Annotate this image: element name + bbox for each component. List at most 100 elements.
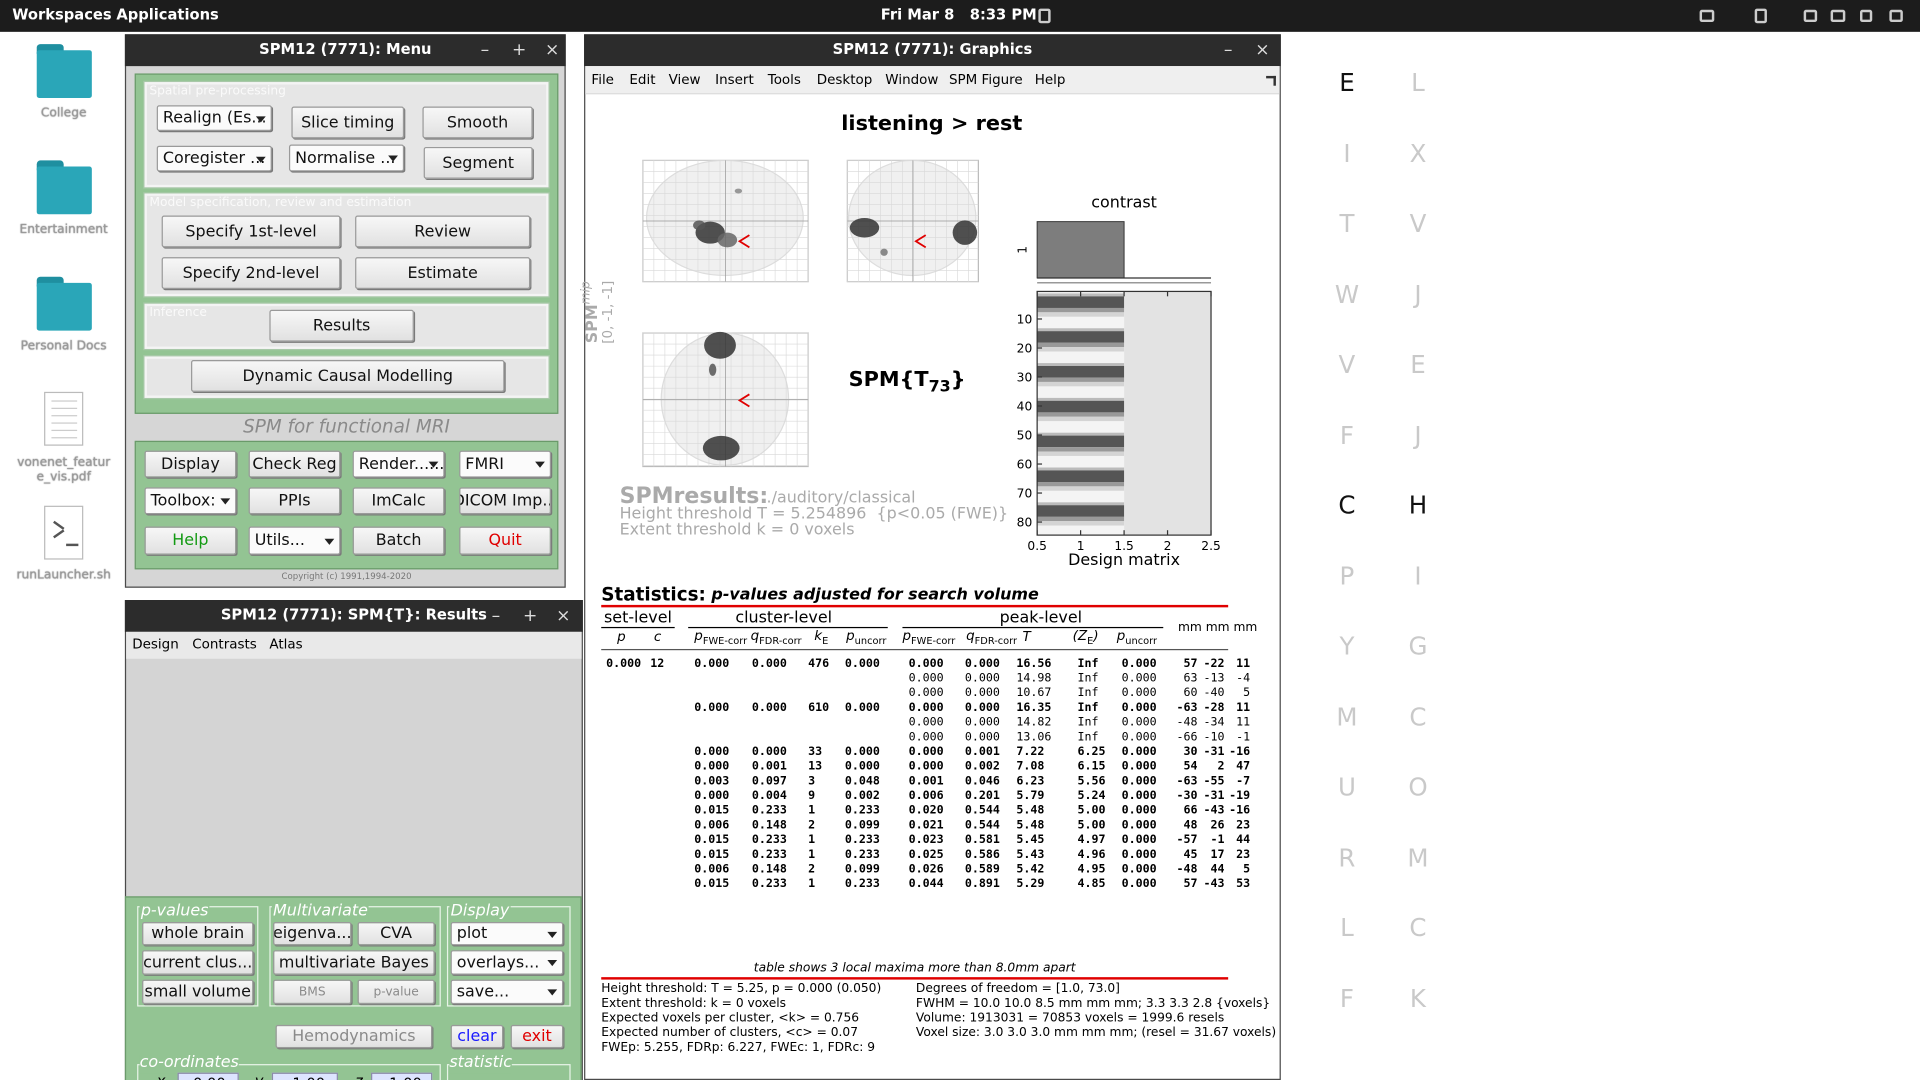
folder-icon[interactable] [36, 50, 92, 98]
panel-legend: Spatial pre-processing [149, 84, 286, 99]
folder-icon[interactable] [36, 166, 92, 215]
button[interactable]: exit [510, 1024, 564, 1049]
menu-item[interactable]: Tools [767, 71, 801, 88]
workspaces-button[interactable]: Workspaces [12, 6, 112, 24]
toolbar-arrow[interactable] [1266, 75, 1276, 86]
table-cell: 10.67 [1016, 686, 1052, 700]
menu-item[interactable]: Desktop [816, 71, 873, 88]
menu-item[interactable]: Contrasts [192, 636, 257, 653]
tray-icon[interactable] [1754, 8, 1767, 24]
dropdown[interactable]: Utils... [248, 526, 341, 555]
coordinate-field[interactable]: -1.00 [271, 1072, 338, 1080]
button[interactable]: multivariate Bayes [273, 950, 435, 975]
folder-icon[interactable] [36, 160, 64, 171]
dropdown[interactable]: FMRI [459, 450, 552, 478]
tray-icon[interactable] [1830, 9, 1846, 23]
dropdown[interactable]: Render...... [352, 450, 445, 478]
button[interactable]: Hemodynamics [275, 1024, 433, 1049]
grid-letter: C [1409, 701, 1427, 732]
coordinate-field[interactable]: -1.00 [371, 1072, 433, 1080]
icon-label[interactable]: vonenet_feature_vis.pdf [17, 456, 111, 484]
window-control[interactable]: × [1255, 40, 1270, 60]
button[interactable]: small volume [142, 979, 254, 1005]
window-control[interactable]: × [545, 40, 560, 60]
button[interactable]: Estimate [355, 257, 531, 289]
button[interactable]: clear [450, 1024, 504, 1049]
table-cell: 0.000 [908, 701, 944, 715]
dropdown[interactable]: plot [450, 922, 564, 946]
button[interactable]: whole brain [142, 922, 254, 946]
button[interactable]: Batch [352, 526, 445, 555]
folder-icon[interactable] [36, 276, 64, 287]
applications-button[interactable]: Applications [116, 6, 219, 24]
button[interactable]: eigenva... [273, 922, 352, 946]
button[interactable]: Quit [459, 526, 552, 555]
button[interactable]: current clus... [142, 950, 254, 975]
button-label: CVA [380, 924, 413, 943]
dropdown[interactable]: Realign (Es... [156, 105, 272, 132]
button[interactable]: Review [355, 215, 531, 248]
folder-icon[interactable] [36, 44, 64, 54]
dropdown[interactable]: Toolbox: [144, 487, 237, 515]
button[interactable]: ImCalc [352, 487, 445, 515]
pdf-icon[interactable] [44, 391, 84, 446]
button[interactable]: Segment [423, 146, 533, 179]
folder-icon[interactable] [36, 282, 92, 331]
menu-item[interactable]: File [591, 71, 614, 88]
icon-label[interactable]: Entertainment [19, 223, 108, 237]
clock[interactable]: Fri Mar 8 8:33 PM [880, 6, 1037, 24]
menu-item[interactable]: Window [885, 71, 939, 88]
tray-icon[interactable] [1803, 9, 1818, 23]
tray-icon[interactable] [1889, 9, 1903, 23]
button[interactable]: CVA [357, 922, 435, 946]
menu-item[interactable]: Insert [715, 71, 754, 88]
icon-label[interactable]: runLauncher.sh [16, 568, 111, 582]
tray-icon[interactable] [1860, 9, 1873, 23]
menu-item[interactable]: SPM Figure [948, 71, 1023, 88]
window-control[interactable]: – [480, 40, 490, 60]
table-cell: Inf [1077, 686, 1099, 700]
button[interactable]: BMS [273, 979, 352, 1005]
table-cell: 16.35 [1016, 701, 1052, 715]
button[interactable]: PPIs [248, 487, 341, 515]
tray-icon[interactable] [1699, 9, 1715, 23]
button[interactable]: Help [144, 526, 237, 555]
coordinate-field[interactable]: 0.00 [177, 1072, 239, 1080]
table-cell: 0.233 [844, 803, 880, 818]
button[interactable]: Slice timing [291, 106, 405, 139]
window-title: SPM12 (7771): Graphics [832, 40, 1033, 58]
menu-item[interactable]: Design [132, 636, 179, 653]
table-cell: 12 [650, 656, 665, 671]
table-cell: 0.001 [908, 774, 944, 789]
dropdown[interactable]: Normalise ... [288, 144, 405, 172]
tray-icon[interactable] [1038, 8, 1051, 24]
menu-item[interactable]: View [668, 71, 701, 88]
window-control[interactable]: + [511, 40, 527, 60]
menu-item[interactable]: Atlas [269, 636, 303, 653]
button[interactable]: DICOM Imp... [459, 487, 552, 515]
dropdown[interactable]: Coregister ... [156, 145, 272, 172]
icon-label[interactable]: College [40, 106, 87, 121]
window-control[interactable]: – [1223, 40, 1233, 60]
window-control[interactable]: + [523, 606, 538, 626]
button[interactable]: Smooth [422, 106, 533, 139]
button[interactable]: p-value [357, 979, 435, 1005]
dropdown[interactable]: overlays... [450, 950, 564, 975]
icon-label[interactable]: Personal Docs [20, 339, 107, 353]
button[interactable]: Results [269, 309, 414, 342]
menu-item[interactable]: Help [1034, 71, 1066, 88]
button-label: Toolbox: [150, 491, 216, 510]
button[interactable]: Specify 2nd-level [161, 257, 341, 289]
button[interactable]: Check Reg [248, 450, 341, 478]
button[interactable]: Specify 1st-level [161, 215, 341, 248]
window-control[interactable]: × [556, 606, 571, 626]
menu-item[interactable]: Edit [629, 71, 656, 88]
button[interactable]: Display [144, 450, 237, 478]
dropdown[interactable]: save... [450, 979, 564, 1005]
button[interactable]: Dynamic Causal Modelling [191, 360, 505, 392]
window-control[interactable]: – [491, 606, 501, 626]
table-cell: 0.048 [844, 774, 880, 789]
script-icon[interactable] [44, 505, 84, 560]
results-name: SPMresults: [619, 483, 769, 509]
table-cell: 0.000 [1121, 862, 1157, 877]
